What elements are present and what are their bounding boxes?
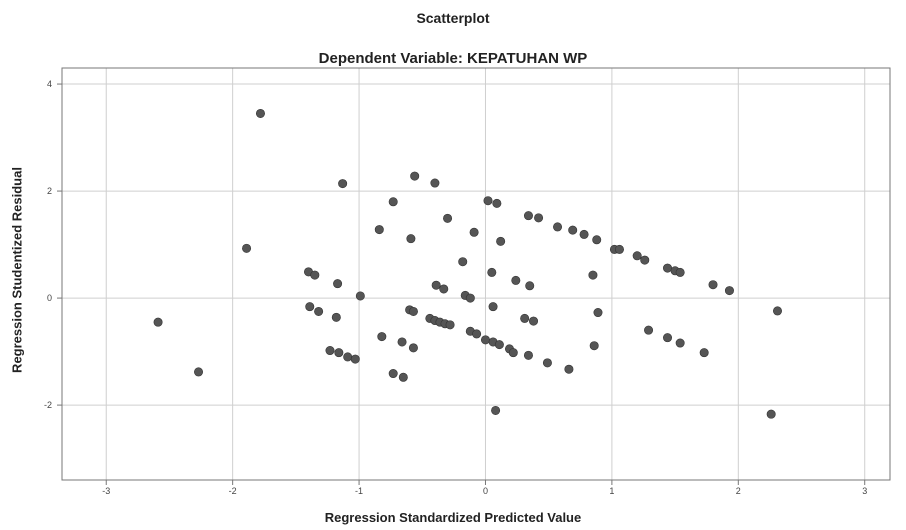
scatter-point [593, 308, 603, 318]
scatter-point [568, 225, 578, 235]
scatter-point [255, 108, 265, 118]
scatter-point [491, 405, 501, 415]
scatter-point [523, 211, 533, 221]
scatter-point [408, 306, 418, 316]
plot-frame [61, 67, 891, 481]
y-tick-label: 0 [47, 293, 52, 303]
x-tick-label: 1 [609, 486, 614, 496]
scatter-point [458, 257, 468, 267]
scatter-point [588, 270, 598, 280]
scatter-point [520, 313, 530, 323]
scatter-point [325, 346, 335, 356]
scatter-point [663, 263, 673, 273]
scatter-point [496, 236, 506, 246]
scatter-point [699, 348, 709, 358]
scatter-point [483, 196, 493, 206]
y-tick-label: 2 [47, 186, 52, 196]
scatter-point [534, 213, 544, 223]
point-layer [153, 108, 782, 419]
scatter-point [439, 284, 449, 294]
scatter-point [406, 234, 416, 244]
tick-layer: -3 -2 -1 0 1 2 3 -2 0 2 4 [44, 79, 867, 496]
y-tick-label: 4 [47, 79, 52, 89]
scatter-point [663, 333, 673, 343]
scatter-point [310, 270, 320, 280]
scatter-point [388, 369, 398, 379]
scatter-point [523, 350, 533, 360]
scatter-point [153, 317, 163, 327]
grid-layer [62, 68, 890, 480]
scatter-point [398, 372, 408, 382]
x-tick-label: 3 [862, 486, 867, 496]
scatter-point [511, 275, 521, 285]
x-tick-label: -3 [102, 486, 110, 496]
scatter-point [465, 293, 475, 303]
scatter-point [542, 358, 552, 368]
scatter-point [305, 302, 315, 312]
scatter-point [242, 243, 252, 253]
scatter-point [564, 364, 574, 374]
y-axis-label: Regression Studentized Residual [9, 167, 25, 373]
scatter-point [377, 332, 387, 342]
x-tick-label: 0 [483, 486, 488, 496]
scatter-point [410, 171, 420, 181]
scatter-point [644, 325, 654, 335]
chart-title: Scatterplot [416, 10, 490, 26]
scatter-point [314, 306, 324, 316]
scatter-point [445, 320, 455, 330]
scatter-point [553, 222, 563, 232]
x-axis-label: Regression Standardized Predicted Value [324, 510, 582, 525]
scatter-point [494, 340, 504, 350]
scatter-point [388, 197, 398, 207]
scatter-point [766, 409, 776, 419]
scatter-point [487, 267, 497, 277]
scatter-point [508, 348, 518, 358]
scatter-point [338, 179, 348, 189]
scatter-point [640, 255, 650, 265]
scatter-point [589, 341, 599, 351]
scatter-point [772, 306, 782, 316]
scatter-point [675, 338, 685, 348]
scatter-point [431, 280, 441, 290]
scatter-point [343, 352, 353, 362]
scatter-point [430, 178, 440, 188]
scatter-point [488, 302, 498, 312]
scatter-point [374, 225, 384, 235]
scatter-point [194, 367, 204, 377]
y-tick-label: -2 [44, 400, 52, 410]
scatter-point [350, 354, 360, 364]
scatter-point [397, 337, 407, 347]
chart-subtitle: Dependent Variable: KEPATUHAN WP [318, 50, 588, 67]
scatter-point [675, 267, 685, 277]
scatter-point [632, 251, 642, 261]
scatter-point [492, 198, 502, 208]
x-tick-label: -2 [229, 486, 237, 496]
scatter-point [592, 235, 602, 245]
scatter-point [333, 279, 343, 289]
scatter-point [469, 227, 479, 237]
scatter-point [334, 348, 344, 358]
scatter-point [724, 286, 734, 296]
scatter-point [708, 280, 718, 290]
scatter-point [443, 213, 453, 223]
x-tick-label: 2 [736, 486, 741, 496]
scatter-point [480, 335, 490, 345]
scatter-point [331, 312, 341, 322]
scatter-point [355, 291, 365, 301]
scatter-point [472, 329, 482, 339]
scatter-point [529, 316, 539, 326]
scatter-point [525, 281, 535, 291]
scatter-point [579, 229, 589, 239]
scatter-point [614, 244, 624, 254]
x-tick-label: -1 [355, 486, 363, 496]
scatter-point [408, 343, 418, 353]
